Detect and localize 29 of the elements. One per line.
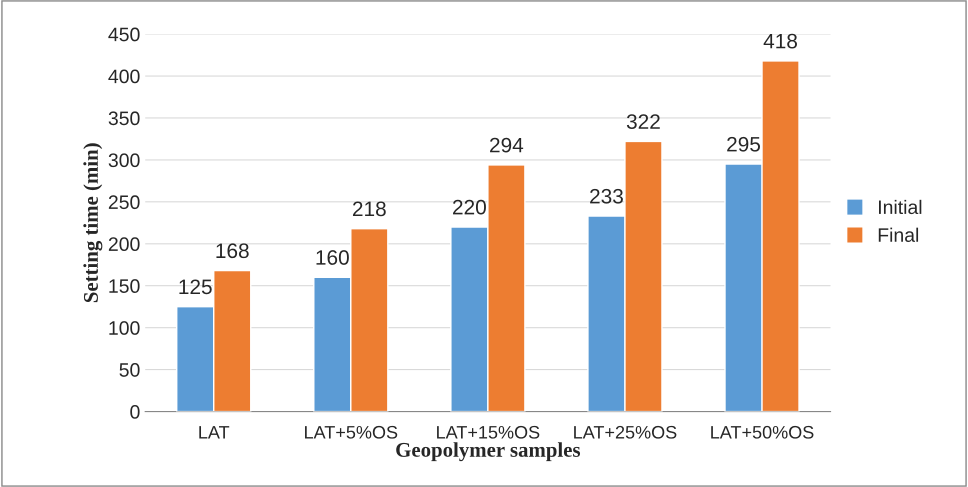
data-label: 322	[626, 114, 660, 129]
x-tick-label: LAT+25%OS	[574, 426, 676, 439]
legend-label: Final	[878, 228, 918, 242]
data-label: 168	[216, 243, 249, 258]
y-tick-label: 100	[109, 321, 140, 335]
y-tick-label: 50	[119, 363, 140, 377]
y-tick-label: 400	[108, 69, 140, 84]
y-tick-label: 150	[109, 279, 140, 293]
data-label: 233	[590, 188, 623, 204]
data-label: 220	[453, 200, 486, 215]
data-label: 295	[727, 136, 760, 152]
data-label: 218	[352, 201, 386, 216]
data-label: 418	[764, 34, 797, 48]
y-tick-label: 0	[130, 404, 140, 419]
x-axis-title: Geopolymer samples	[396, 442, 580, 462]
y-tick-label: 350	[108, 111, 140, 126]
y-tick-label: 300	[108, 153, 140, 168]
y-axis-title: Setting time (min)	[83, 143, 102, 302]
data-label: 294	[490, 138, 524, 152]
x-tick-label: LAT+5%OS	[305, 426, 398, 439]
y-tick-label: 250	[108, 195, 140, 210]
data-label: 125	[179, 279, 212, 294]
x-tick-label: LAT+15%OS	[437, 426, 540, 439]
y-tick-label: 450	[108, 28, 140, 42]
data-label: 160	[316, 250, 349, 265]
x-tick-label: LAT	[199, 426, 230, 438]
legend-label: Initial	[879, 200, 922, 214]
x-tick-label: LAT+50%OS	[711, 426, 814, 439]
y-tick-label: 200	[108, 237, 140, 252]
